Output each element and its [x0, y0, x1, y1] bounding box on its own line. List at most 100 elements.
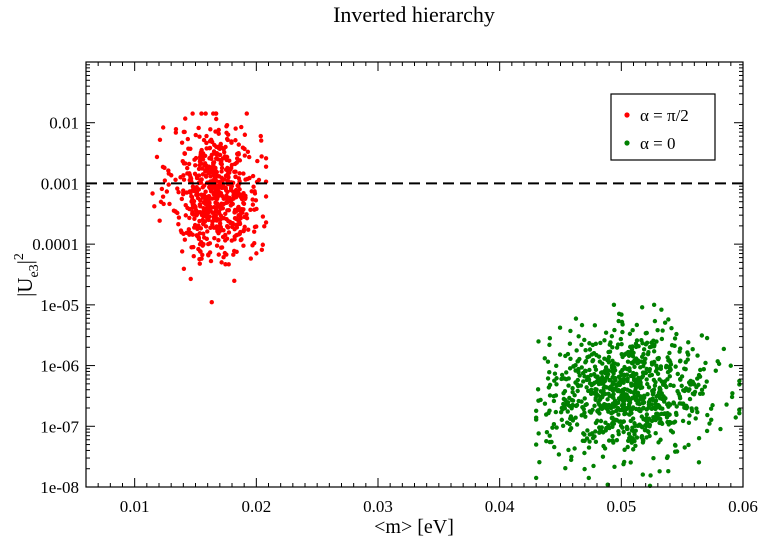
data-point-series-1	[651, 360, 656, 365]
data-point-series-1	[633, 443, 638, 448]
data-point-series-0	[183, 116, 188, 121]
data-point-series-0	[211, 111, 216, 116]
data-point-series-0	[206, 253, 211, 258]
data-point-series-1	[657, 388, 663, 393]
data-point-series-1	[568, 425, 574, 431]
data-point-series-1	[613, 386, 618, 392]
data-point-series-1	[565, 400, 571, 405]
data-point-series-1	[699, 387, 705, 393]
data-point-series-1	[618, 423, 624, 428]
data-point-series-1	[602, 338, 607, 343]
data-point-series-1	[654, 411, 659, 417]
data-point-series-1	[666, 317, 671, 322]
data-point-series-1	[640, 472, 646, 477]
data-point-series-1	[597, 430, 602, 435]
data-point-series-1	[667, 350, 672, 356]
data-point-series-0	[252, 241, 257, 246]
data-point-series-1	[737, 407, 742, 412]
data-point-series-1	[592, 390, 598, 395]
data-point-series-0	[185, 171, 190, 176]
data-point-series-1	[704, 379, 709, 384]
data-point-series-0	[262, 224, 267, 229]
data-point-series-1	[552, 444, 557, 450]
data-point-series-1	[718, 426, 723, 432]
data-point-series-1	[607, 425, 612, 431]
data-point-series-0	[219, 162, 225, 167]
data-point-series-1	[554, 382, 559, 387]
data-point-series-0	[190, 209, 195, 215]
data-point-series-0	[201, 241, 206, 247]
data-point-series-0	[201, 235, 207, 240]
data-point-series-0	[198, 204, 203, 209]
data-point-series-0	[198, 161, 204, 166]
data-point-series-0	[190, 197, 195, 202]
data-point-series-1	[690, 347, 695, 352]
data-point-series-0	[196, 236, 202, 242]
data-point-series-0	[229, 221, 235, 226]
data-point-series-1	[567, 366, 573, 371]
data-point-series-1	[672, 442, 678, 448]
data-point-series-1	[651, 414, 656, 420]
data-point-series-0	[212, 167, 217, 172]
data-point-series-0	[150, 191, 155, 196]
data-point-series-0	[215, 156, 221, 162]
data-point-series-0	[190, 111, 195, 116]
data-point-series-1	[561, 396, 567, 402]
data-point-series-0	[250, 202, 256, 207]
data-point-series-0	[244, 215, 250, 221]
data-point-series-1	[581, 379, 586, 384]
data-point-series-1	[652, 383, 658, 388]
data-point-series-1	[568, 356, 573, 361]
data-point-series-1	[730, 391, 735, 396]
data-point-series-1	[657, 469, 662, 474]
data-point-series-1	[573, 415, 578, 420]
data-point-series-1	[687, 396, 693, 402]
data-point-series-1	[639, 424, 644, 429]
data-point-series-1	[613, 401, 619, 407]
data-point-series-1	[664, 384, 669, 390]
data-point-series-1	[696, 372, 702, 378]
data-point-series-0	[190, 184, 196, 189]
data-point-series-0	[223, 211, 228, 217]
data-point-series-1	[551, 421, 557, 427]
data-point-series-1	[582, 432, 587, 437]
data-point-series-0	[206, 197, 211, 202]
data-point-series-0	[221, 254, 226, 260]
data-point-series-0	[220, 176, 225, 182]
data-point-series-1	[625, 444, 630, 450]
data-point-series-1	[612, 327, 617, 333]
data-point-series-1	[737, 378, 742, 384]
data-point-series-1	[638, 380, 643, 385]
data-point-series-0	[200, 172, 206, 177]
data-point-series-0	[254, 206, 259, 212]
legend-label-series-1: α = 0	[640, 134, 676, 153]
data-point-series-0	[166, 182, 171, 187]
data-point-series-1	[620, 396, 625, 401]
data-point-series-0	[228, 188, 234, 193]
data-point-series-0	[203, 210, 208, 215]
data-point-series-0	[208, 127, 213, 132]
data-point-series-0	[173, 209, 178, 214]
data-point-series-1	[582, 337, 587, 343]
data-point-series-0	[204, 133, 209, 139]
data-point-series-0	[197, 261, 202, 266]
data-point-series-0	[162, 165, 167, 170]
data-point-series-0	[178, 175, 183, 180]
data-point-series-0	[207, 145, 213, 151]
data-point-series-0	[235, 189, 241, 195]
data-point-series-0	[226, 230, 232, 235]
data-point-series-0	[196, 125, 201, 131]
data-point-series-1	[672, 336, 678, 341]
data-point-series-1	[643, 423, 649, 429]
data-point-series-1	[638, 394, 643, 399]
data-point-series-1	[667, 374, 672, 379]
data-point-series-1	[640, 341, 645, 346]
data-point-series-1	[611, 421, 617, 426]
data-point-series-1	[625, 378, 630, 384]
data-point-series-1	[536, 339, 541, 344]
data-point-series-0	[219, 169, 224, 174]
data-point-series-1	[533, 408, 539, 413]
data-point-series-1	[627, 331, 633, 337]
data-point-series-1	[671, 383, 676, 388]
data-point-series-1	[603, 369, 609, 375]
